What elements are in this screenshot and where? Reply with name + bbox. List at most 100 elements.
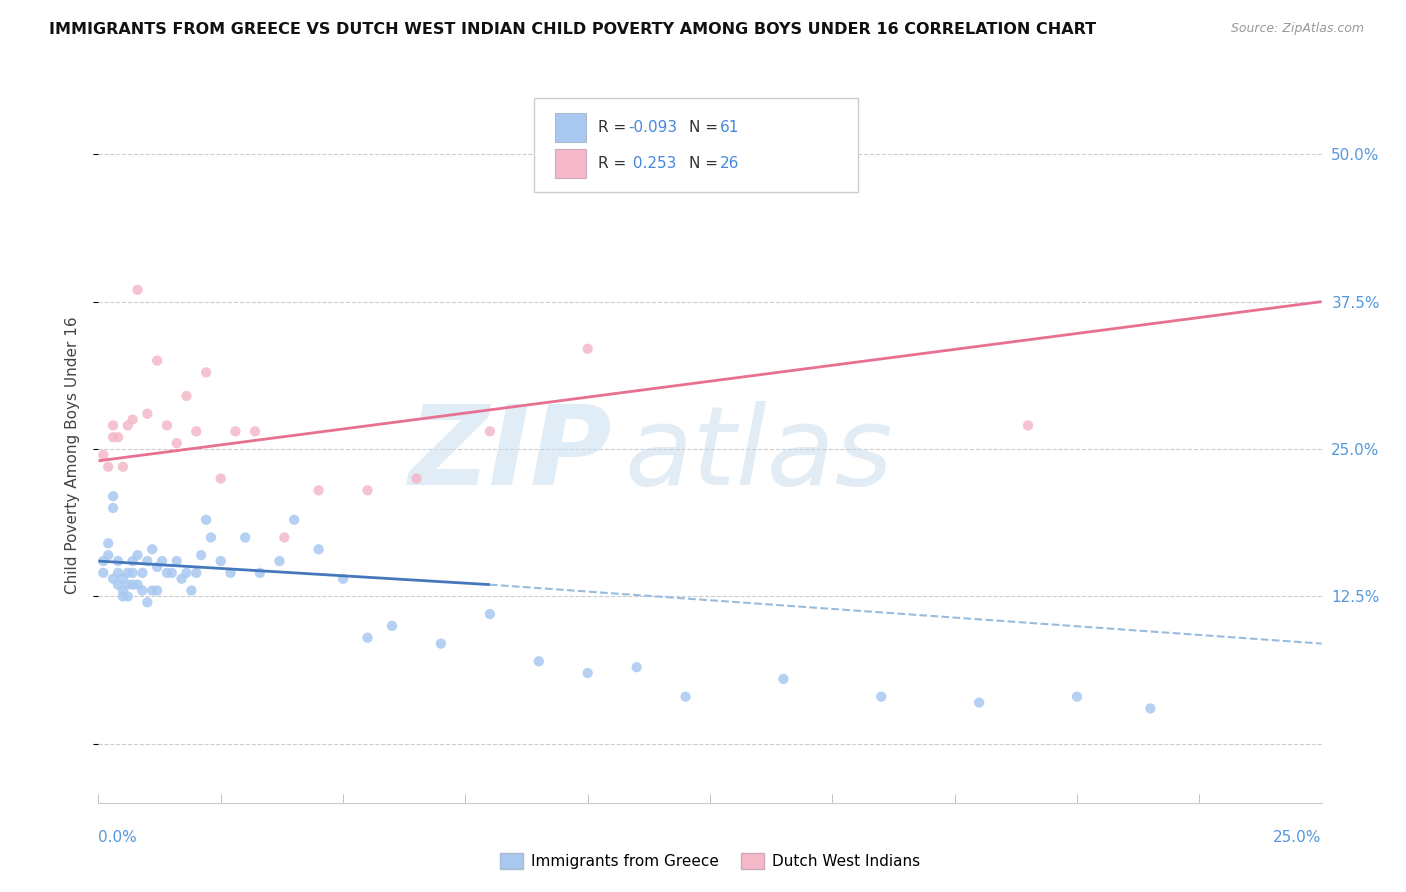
- Point: [356, 483, 378, 498]
- Point: [127, 577, 149, 591]
- Text: R =: R =: [598, 120, 631, 135]
- Point: [209, 554, 232, 568]
- Point: [121, 566, 143, 580]
- Text: ZIP: ZIP: [409, 401, 612, 508]
- Point: [111, 590, 134, 604]
- Point: [111, 459, 134, 474]
- Point: [675, 690, 697, 704]
- Point: [626, 660, 648, 674]
- Point: [97, 459, 120, 474]
- Point: [160, 566, 183, 580]
- Point: [131, 583, 153, 598]
- Point: [156, 418, 179, 433]
- Point: [146, 583, 169, 598]
- Point: [121, 412, 143, 426]
- Point: [170, 572, 193, 586]
- Text: IMMIGRANTS FROM GREECE VS DUTCH WEST INDIAN CHILD POVERTY AMONG BOYS UNDER 16 CO: IMMIGRANTS FROM GREECE VS DUTCH WEST IND…: [49, 22, 1097, 37]
- Point: [209, 471, 232, 485]
- Point: [967, 696, 990, 710]
- Point: [190, 548, 212, 562]
- Point: [107, 430, 129, 444]
- Point: [405, 471, 427, 485]
- Point: [283, 513, 305, 527]
- Point: [146, 560, 169, 574]
- Point: [195, 365, 218, 379]
- Point: [111, 583, 134, 598]
- Point: [91, 448, 114, 462]
- Point: [97, 548, 120, 562]
- Point: [107, 554, 129, 568]
- Point: [478, 425, 501, 439]
- Point: [117, 566, 139, 580]
- Point: [91, 554, 114, 568]
- Point: [381, 619, 404, 633]
- Point: [136, 595, 159, 609]
- Point: [233, 531, 256, 545]
- Point: [127, 283, 149, 297]
- Point: [117, 418, 139, 433]
- Point: [180, 583, 202, 598]
- Text: N =: N =: [689, 120, 723, 135]
- Point: [141, 583, 163, 598]
- Point: [269, 554, 291, 568]
- Point: [117, 590, 139, 604]
- Text: 61: 61: [720, 120, 740, 135]
- Point: [772, 672, 794, 686]
- Point: [249, 566, 271, 580]
- Text: Source: ZipAtlas.com: Source: ZipAtlas.com: [1230, 22, 1364, 36]
- Point: [273, 531, 295, 545]
- Point: [121, 554, 143, 568]
- Text: 0.253: 0.253: [628, 156, 676, 170]
- Point: [430, 637, 453, 651]
- Point: [91, 566, 114, 580]
- Point: [97, 536, 120, 550]
- Text: 26: 26: [720, 156, 740, 170]
- Point: [111, 572, 134, 586]
- Point: [308, 542, 330, 557]
- Point: [146, 353, 169, 368]
- Point: [1017, 418, 1039, 433]
- Text: atlas: atlas: [624, 401, 893, 508]
- Point: [136, 407, 159, 421]
- Text: 0.0%: 0.0%: [98, 830, 138, 845]
- Point: [176, 566, 198, 580]
- Point: [156, 566, 179, 580]
- Point: [576, 666, 599, 681]
- Y-axis label: Child Poverty Among Boys Under 16: Child Poverty Among Boys Under 16: [65, 316, 80, 594]
- Point: [141, 542, 163, 557]
- Text: R =: R =: [598, 156, 631, 170]
- Point: [150, 554, 173, 568]
- Point: [332, 572, 354, 586]
- Point: [356, 631, 378, 645]
- Point: [101, 572, 124, 586]
- Point: [107, 566, 129, 580]
- Point: [576, 342, 599, 356]
- Point: [176, 389, 198, 403]
- Text: 25.0%: 25.0%: [1274, 830, 1322, 845]
- Point: [478, 607, 501, 621]
- Point: [308, 483, 330, 498]
- Point: [195, 513, 218, 527]
- Point: [121, 577, 143, 591]
- Point: [200, 531, 222, 545]
- Point: [136, 554, 159, 568]
- Text: -0.093: -0.093: [628, 120, 678, 135]
- Point: [107, 577, 129, 591]
- Point: [166, 436, 188, 450]
- Point: [101, 500, 124, 515]
- Point: [1066, 690, 1088, 704]
- Point: [224, 425, 246, 439]
- Point: [219, 566, 242, 580]
- Point: [1139, 701, 1161, 715]
- Point: [166, 554, 188, 568]
- Point: [117, 577, 139, 591]
- Point: [131, 566, 153, 580]
- Point: [101, 489, 124, 503]
- Point: [527, 654, 550, 668]
- Point: [101, 418, 124, 433]
- Point: [186, 566, 208, 580]
- Point: [101, 430, 124, 444]
- Legend: Immigrants from Greece, Dutch West Indians: Immigrants from Greece, Dutch West India…: [494, 847, 927, 875]
- Point: [127, 548, 149, 562]
- Point: [243, 425, 266, 439]
